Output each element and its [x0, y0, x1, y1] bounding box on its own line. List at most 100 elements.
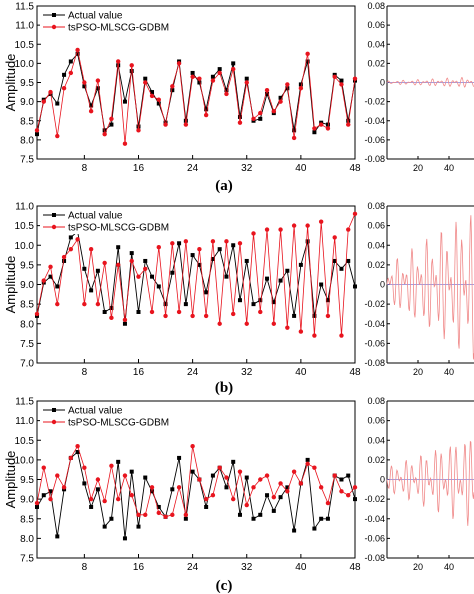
legend-label: Actual value: [68, 406, 123, 417]
data-point: [102, 131, 107, 137]
data-point: [210, 473, 215, 478]
series-line: [36, 445, 356, 518]
data-point: [122, 536, 127, 541]
data-point: [217, 321, 222, 326]
data-point: [170, 512, 175, 518]
residual-y-tick-label: -0.06: [364, 533, 385, 543]
data-point: [285, 86, 290, 91]
data-point: [318, 219, 324, 224]
data-point: [129, 251, 134, 256]
data-point: [305, 59, 310, 64]
data-point: [285, 325, 290, 330]
data-point: [217, 247, 222, 252]
data-point: [136, 128, 141, 133]
data-point: [122, 141, 128, 146]
data-point: [190, 253, 195, 258]
series-actual: [35, 229, 357, 326]
data-point: [115, 262, 121, 268]
data-point: [55, 473, 60, 478]
data-point: [143, 475, 148, 480]
data-point: [292, 528, 297, 533]
series-line: [36, 52, 356, 135]
panel-caption: (a): [215, 178, 233, 194]
legend-box: [40, 7, 170, 34]
data-point: [352, 76, 358, 81]
data-point: [156, 504, 161, 509]
data-point: [156, 510, 161, 516]
data-point: [190, 313, 195, 319]
data-point: [210, 493, 216, 498]
panel-caption: (b): [215, 380, 233, 396]
data-point: [271, 508, 276, 513]
data-point: [115, 496, 121, 502]
data-point: [136, 512, 141, 518]
data-point: [224, 475, 229, 480]
data-point: [41, 278, 46, 283]
data-point: [251, 302, 256, 307]
data-point: [325, 126, 331, 131]
data-point: [271, 300, 276, 305]
x-tick-label: 40: [295, 562, 307, 573]
data-point: [332, 235, 337, 240]
y-tick-label: 9.5: [20, 260, 34, 271]
panel-c: 7.5 8.0 8.5 9.0 9.5 10.0 10.5 11.0 11.5 8 16 24 32 40…: [3, 396, 474, 594]
data-point: [35, 504, 39, 509]
data-point: [203, 496, 209, 502]
series-line: [36, 213, 356, 336]
data-point: [75, 51, 80, 56]
residual-y-tick-label: -0.08: [364, 154, 385, 164]
data-point: [244, 475, 249, 480]
x-tick-label: 16: [133, 562, 145, 573]
data-point: [116, 459, 121, 464]
y-tick-label: 8.0: [20, 135, 34, 146]
data-point: [68, 70, 74, 76]
data-point: [68, 235, 73, 240]
residual-y-tick-label: -0.06: [364, 338, 385, 348]
series-predicted: [34, 47, 358, 146]
residual-x-tick-label: 20: [413, 367, 423, 377]
panel-caption: (c): [216, 578, 233, 594]
data-point: [48, 496, 53, 502]
x-tick-label: 24: [187, 367, 199, 378]
data-point: [61, 485, 67, 490]
data-point: [150, 90, 155, 95]
data-point: [332, 473, 337, 478]
data-point: [183, 516, 188, 521]
data-point: [136, 274, 141, 279]
data-point: [305, 51, 310, 57]
data-point: [129, 69, 134, 74]
y-tick-label: 9.0: [20, 280, 34, 291]
data-point: [68, 246, 74, 252]
data-point: [217, 70, 222, 76]
residual-y-tick-label: -0.04: [364, 116, 385, 126]
data-point: [203, 313, 209, 319]
y-tick-label: 10.5: [15, 221, 35, 232]
data-point: [102, 260, 107, 266]
data-point: [109, 306, 114, 311]
data-point: [292, 313, 297, 318]
data-point: [95, 268, 100, 273]
data-point: [305, 239, 310, 244]
data-point: [34, 500, 40, 506]
data-point: [325, 122, 330, 127]
data-point: [95, 78, 101, 83]
data-point: [183, 122, 189, 127]
data-point: [170, 84, 175, 89]
y-tick-label: 9.5: [20, 475, 34, 486]
y-tick-label: 7.5: [20, 554, 34, 565]
data-point: [217, 465, 222, 470]
data-point: [75, 47, 80, 53]
x-tick-label: 32: [241, 367, 253, 378]
data-point: [258, 477, 263, 482]
x-tick-label: 16: [133, 367, 145, 378]
data-point: [204, 107, 209, 112]
data-point: [109, 122, 114, 127]
data-point: [88, 108, 94, 114]
data-point: [271, 494, 277, 500]
residual-y-tick-label: 0.02: [367, 58, 385, 68]
data-point: [265, 493, 270, 498]
data-point: [298, 86, 304, 91]
data-point: [170, 270, 175, 275]
residual-y-tick-label: 0.08: [367, 1, 385, 11]
data-point: [305, 461, 310, 466]
